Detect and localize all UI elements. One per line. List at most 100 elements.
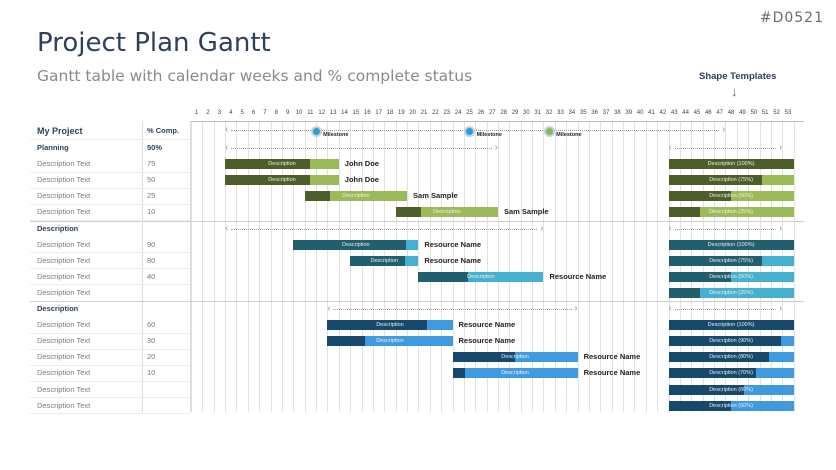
week-gridline [657,122,659,412]
week-number: 7 [263,110,267,116]
row-divider [30,413,190,415]
week-gridline [782,122,784,412]
week-number: 53 [784,110,792,116]
week-gridline [702,122,704,412]
gantt-task-bar[interactable]: Description [395,207,498,218]
week-gridline [588,122,590,412]
row-divider [30,381,190,382]
week-number: 1 [195,110,199,116]
week-number: 17 [375,110,382,116]
week-number: 22 [432,110,439,116]
gantt-task-bar[interactable]: Description [350,255,419,266]
bar-label: Description [268,177,296,184]
week-gridline [543,122,545,412]
bar-progress-fill [327,320,428,331]
gantt-task-bar[interactable]: Description [225,175,339,186]
bar-progress-fill [452,368,465,379]
week-gridline [691,122,693,412]
template-bar[interactable]: Description (90%) [668,336,794,347]
week-gridline [634,122,636,412]
week-gridline [338,122,340,412]
bar-progress-fill [418,271,469,282]
arrow-left-icon: ‹ [668,142,672,153]
group-label: Description [37,304,79,313]
week-number: 16 [363,110,371,116]
milestone-marker[interactable] [310,125,322,137]
week-number: 25 [466,110,473,116]
week-number: 23 [443,110,451,116]
gantt-task-bar[interactable]: Description [225,159,339,170]
week-gridline [191,122,192,412]
task-label: Description Text [37,384,91,394]
template-bar[interactable]: Description (25%) [668,287,794,298]
task-label: Description Text [37,271,91,281]
week-gridline [748,122,750,412]
template-bar[interactable]: Description (100%) [668,320,794,331]
template-bar[interactable]: Description (75%) [668,255,794,266]
resource-name: Resource Name [549,271,607,281]
percent-complete: 80 [147,255,156,265]
milestone-marker[interactable] [464,125,476,137]
percent-complete: 50 [147,175,156,185]
week-number: 52 [773,110,780,116]
comp-header-label: % Comp. [147,126,180,135]
template-bar[interactable]: Description (60%) [668,384,794,395]
task-label: Description Text [37,207,91,217]
template-bar[interactable]: Description (50%) [668,191,794,202]
week-number: 45 [693,110,701,116]
template-bar[interactable]: Description (100%) [668,239,794,250]
gantt-task-bar[interactable]: Description [452,368,578,379]
week-number: 30 [523,110,530,116]
project-header-label: My Project [37,126,83,136]
template-bar[interactable]: Description (80%) [668,352,794,363]
gantt-task-bar[interactable]: Description [293,239,419,250]
bar-label: Description (75%) [709,257,753,264]
task-label: Description Text [37,191,91,201]
week-number: 35 [579,110,587,116]
week-gridline [793,122,795,412]
week-gridline [418,122,420,412]
bar-progress-fill [225,175,311,186]
week-gridline [316,122,318,412]
gantt-task-bar[interactable]: Description [327,336,453,347]
template-bar[interactable]: Description (50%) [668,271,794,282]
week-gridline [372,122,374,412]
percent-complete: 50% [147,143,163,152]
span-line [333,309,572,310]
week-gridline [475,122,477,412]
resource-name: Resource Name [458,336,516,346]
week-gridline [645,122,647,412]
bar-label: Description [376,322,404,329]
week-gridline [281,122,283,412]
group-separator [30,301,804,302]
gantt-task-bar[interactable]: Description [452,352,578,363]
template-bar[interactable]: Description (25%) [668,207,794,218]
template-bar[interactable]: Description (100%) [668,159,794,170]
gantt-task-bar[interactable]: Description [304,191,408,202]
gantt-task-bar[interactable]: Description [327,320,453,331]
percent-complete: 75 [147,159,156,169]
gantt-task-bar[interactable]: Description [418,271,544,282]
template-bar[interactable]: Description (75%) [668,175,794,186]
grid-top-border [190,121,804,122]
bar-label: Description (70%) [709,370,753,377]
week-gridline [259,122,261,412]
row-divider [30,187,190,189]
bar-progress-fill [225,159,311,170]
week-gridline [407,122,409,412]
percent-complete: 60 [147,320,156,330]
week-gridline [611,122,613,412]
task-label: Description Text [37,287,91,297]
template-bar[interactable]: Description (70%) [668,368,794,379]
row-divider [30,252,190,254]
resource-name: Resource Name [458,320,516,330]
milestone-marker[interactable] [543,125,555,137]
row-divider [30,203,190,205]
arrow-right-icon: › [722,124,726,135]
week-gridline [679,122,681,412]
bar-label: Description (25%) [709,209,753,216]
template-bar[interactable]: Description (50%) [668,400,794,411]
resource-name: Sam Sample [503,207,549,217]
milestone-label: Milestone [476,132,502,138]
week-number: 40 [636,110,644,116]
